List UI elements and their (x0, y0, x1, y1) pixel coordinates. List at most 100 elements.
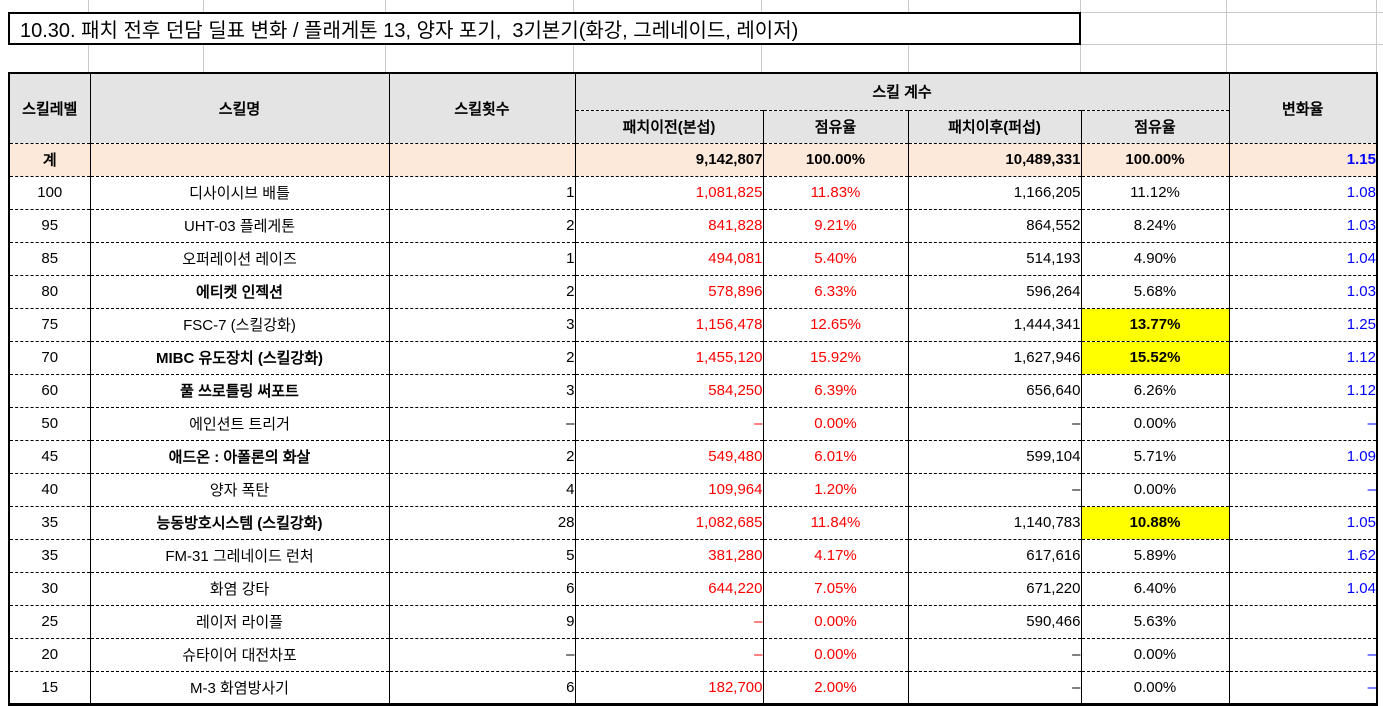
cell-skill-level[interactable]: 35 (8, 505, 91, 539)
cell-change-rate[interactable]: 1.62 (1228, 538, 1378, 572)
cell-skill-count[interactable]: 6 (388, 571, 576, 605)
cell-before-value[interactable]: 1,081,825 (574, 175, 764, 209)
cell-before-value[interactable]: 9,142,807 (574, 142, 764, 176)
cell-skill-level[interactable]: 20 (8, 637, 91, 671)
cell-change-rate[interactable] (1228, 604, 1378, 638)
cell-before-share[interactable]: 1.20% (762, 472, 909, 506)
cell-before-value[interactable]: – (574, 637, 764, 671)
cell-after-value[interactable]: – (907, 472, 1082, 506)
cell-before-value[interactable]: 584,250 (574, 373, 764, 407)
cell-skill-level[interactable]: 35 (8, 538, 91, 572)
cell-after-value[interactable]: 596,264 (907, 274, 1082, 308)
cell-skill-name[interactable]: 에티켓 인젝션 (89, 274, 390, 308)
cell-after-value[interactable]: 10,489,331 (907, 142, 1082, 176)
cell-after-share[interactable]: 10.88% (1080, 505, 1230, 539)
cell-skill-count[interactable]: 4 (388, 472, 576, 506)
cell-after-share[interactable]: 13.77% (1080, 307, 1230, 341)
cell-skill-name[interactable]: 능동방호시스템 (스킬강화) (89, 505, 390, 539)
cell-before-value[interactable]: 182,700 (574, 670, 764, 704)
cell-skill-level[interactable]: 40 (8, 472, 91, 506)
cell-after-value[interactable]: – (907, 406, 1082, 440)
cell-skill-name[interactable]: UHT-03 플레게톤 (89, 208, 390, 242)
cell-skill-level[interactable]: 60 (8, 373, 91, 407)
cell-before-value[interactable]: 578,896 (574, 274, 764, 308)
cell-change-rate[interactable]: 1.04 (1228, 241, 1378, 275)
cell-after-share[interactable]: 6.26% (1080, 373, 1230, 407)
cell-after-value[interactable]: 656,640 (907, 373, 1082, 407)
cell-before-value[interactable]: 549,480 (574, 439, 764, 473)
cell-after-value[interactable]: – (907, 670, 1082, 704)
cell-before-share[interactable]: 4.17% (762, 538, 909, 572)
cell-change-rate[interactable]: 1.15 (1228, 142, 1378, 176)
cell-change-rate[interactable]: 1.03 (1228, 274, 1378, 308)
cell-after-value[interactable]: 514,193 (907, 241, 1082, 275)
header-after-patch[interactable]: 패치이후(퍼섭) (907, 109, 1082, 143)
cell-after-value[interactable]: 1,627,946 (907, 340, 1082, 374)
cell-after-share[interactable]: 11.12% (1080, 175, 1230, 209)
header-skill-level[interactable]: 스킬레벨 (8, 73, 91, 143)
cell-change-rate[interactable]: – (1228, 670, 1378, 704)
cell-skill-count[interactable]: 1 (388, 241, 576, 275)
header-skill-count[interactable]: 스킬횟수 (388, 73, 576, 143)
cell-before-share[interactable]: 11.84% (762, 505, 909, 539)
cell-after-share[interactable]: 0.00% (1080, 670, 1230, 704)
cell-skill-level[interactable]: 95 (8, 208, 91, 242)
cell-skill-level[interactable]: 25 (8, 604, 91, 638)
cell-after-share[interactable]: 8.24% (1080, 208, 1230, 242)
cell-skill-count[interactable]: – (388, 637, 576, 671)
cell-change-rate[interactable]: – (1228, 637, 1378, 671)
cell-before-share[interactable]: 6.33% (762, 274, 909, 308)
cell-before-share[interactable]: 0.00% (762, 604, 909, 638)
cell-change-rate[interactable]: 1.12 (1228, 340, 1378, 374)
cell-change-rate[interactable]: 1.09 (1228, 439, 1378, 473)
cell-before-share[interactable]: 0.00% (762, 637, 909, 671)
cell-after-share[interactable]: 6.40% (1080, 571, 1230, 605)
cell-skill-level[interactable]: 80 (8, 274, 91, 308)
cell-skill-count[interactable]: 6 (388, 670, 576, 704)
cell-skill-name[interactable]: 디사이시브 배틀 (89, 175, 390, 209)
cell-skill-level[interactable]: 75 (8, 307, 91, 341)
cell-after-share[interactable]: 0.00% (1080, 406, 1230, 440)
cell-before-value[interactable]: 1,455,120 (574, 340, 764, 374)
cell-skill-count[interactable] (388, 142, 576, 176)
cell-skill-level[interactable]: 70 (8, 340, 91, 374)
header-skill-name[interactable]: 스킬명 (89, 73, 390, 143)
cell-skill-count[interactable]: – (388, 406, 576, 440)
cell-change-rate[interactable]: – (1228, 406, 1378, 440)
cell-skill-name[interactable]: 레이저 라이플 (89, 604, 390, 638)
cell-before-share[interactable]: 2.00% (762, 670, 909, 704)
cell-before-value[interactable]: 841,828 (574, 208, 764, 242)
cell-skill-level[interactable]: 계 (8, 142, 91, 176)
cell-skill-name[interactable]: MIBC 유도장치 (스킬강화) (89, 340, 390, 374)
header-share-after[interactable]: 점유율 (1080, 109, 1230, 143)
cell-before-share[interactable]: 6.01% (762, 439, 909, 473)
cell-skill-count[interactable]: 9 (388, 604, 576, 638)
cell-skill-count[interactable]: 2 (388, 340, 576, 374)
cell-after-value[interactable]: 590,466 (907, 604, 1082, 638)
cell-before-share[interactable]: 6.39% (762, 373, 909, 407)
cell-skill-count[interactable]: 3 (388, 373, 576, 407)
cell-skill-name[interactable] (89, 142, 390, 176)
cell-skill-name[interactable]: 에인션트 트리거 (89, 406, 390, 440)
cell-skill-count[interactable]: 28 (388, 505, 576, 539)
cell-skill-name[interactable]: FM-31 그레네이드 런처 (89, 538, 390, 572)
cell-skill-level[interactable]: 15 (8, 670, 91, 704)
cell-after-value[interactable]: 1,444,341 (907, 307, 1082, 341)
cell-skill-name[interactable]: 풀 쓰로틀링 써포트 (89, 373, 390, 407)
cell-before-value[interactable]: 494,081 (574, 241, 764, 275)
cell-after-share[interactable]: 15.52% (1080, 340, 1230, 374)
cell-after-share[interactable]: 100.00% (1080, 142, 1230, 176)
cell-skill-count[interactable]: 2 (388, 274, 576, 308)
cell-before-value[interactable]: 1,156,478 (574, 307, 764, 341)
cell-before-value[interactable]: 109,964 (574, 472, 764, 506)
header-coeff-group[interactable]: 스킬 계수 (574, 73, 1230, 110)
cell-before-share[interactable]: 7.05% (762, 571, 909, 605)
cell-after-value[interactable]: 1,166,205 (907, 175, 1082, 209)
cell-after-share[interactable]: 0.00% (1080, 472, 1230, 506)
cell-before-value[interactable]: – (574, 604, 764, 638)
header-before-patch[interactable]: 패치이전(본섭) (574, 109, 764, 143)
cell-change-rate[interactable]: 1.03 (1228, 208, 1378, 242)
cell-before-value[interactable]: 381,280 (574, 538, 764, 572)
cell-skill-level[interactable]: 85 (8, 241, 91, 275)
cell-change-rate[interactable]: 1.25 (1228, 307, 1378, 341)
